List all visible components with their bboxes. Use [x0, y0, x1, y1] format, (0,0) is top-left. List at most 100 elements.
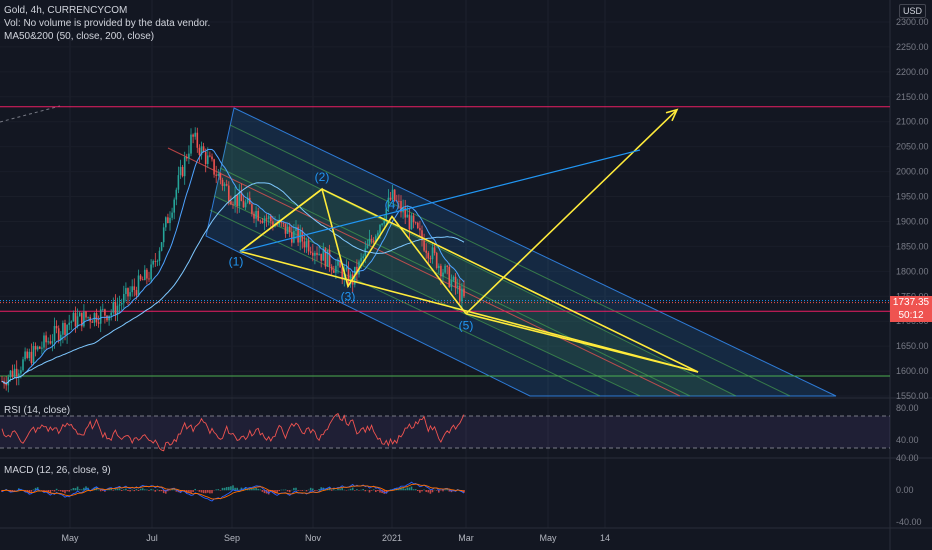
macd-axis: 40.00 0.00 -40.00	[896, 453, 922, 527]
rsi-label[interactable]: RSI (14, close)	[4, 405, 71, 416]
macd-histogram-bar	[30, 490, 33, 492]
macd-histogram-bar	[375, 490, 377, 493]
currency-button[interactable]: USD	[898, 4, 926, 18]
macd-histogram-bar	[64, 490, 66, 494]
macd-histogram-bar	[276, 490, 278, 494]
macd-histogram-bar	[408, 487, 411, 491]
price-candle-body	[66, 324, 68, 335]
macd-histogram-bar	[60, 490, 62, 492]
price-candle-body	[263, 218, 266, 223]
price-candle-body	[253, 213, 255, 219]
price-axis[interactable]: 1550.001600.001650.001700.001750.001800.…	[896, 17, 929, 401]
price-candle-body	[102, 309, 104, 311]
wedge-upper-line	[321, 188, 699, 373]
macd-histogram-bar	[442, 490, 444, 492]
macd-histogram-bar	[165, 490, 167, 494]
price-candle-body	[387, 197, 390, 209]
channel-fib-line	[225, 141, 737, 397]
macd-histogram-bar	[225, 487, 228, 491]
macd-histogram-bar	[339, 489, 341, 491]
rsi-band	[0, 416, 890, 448]
price-candle-body	[291, 232, 293, 243]
price-candle-body	[135, 290, 138, 296]
price-candle-body	[125, 288, 127, 295]
price-candle-body	[396, 200, 398, 202]
price-candle-body	[267, 216, 270, 219]
price-candle-body	[9, 370, 12, 378]
price-candle-body	[202, 146, 205, 152]
price-candle-body	[375, 235, 377, 242]
macd-histogram-bar	[423, 489, 425, 491]
price-candle-body	[251, 204, 253, 214]
macd-histogram-bar	[257, 488, 259, 491]
macd-histogram-bar	[13, 490, 16, 491]
macd-histogram-bar	[267, 490, 270, 495]
wave-label: (3)	[341, 289, 356, 303]
macd-histogram-bar	[280, 489, 283, 491]
macd-histogram-bar	[318, 488, 320, 491]
macd-histogram-bar	[393, 488, 396, 491]
macd-histogram-bar	[217, 489, 220, 491]
price-candle-body	[26, 351, 28, 358]
macd-histogram-bar	[108, 488, 110, 491]
macd-histogram-bar	[379, 490, 381, 493]
macd-histogram-bar	[412, 489, 415, 491]
macd-histogram-bar	[171, 489, 173, 491]
price-candle-body	[337, 260, 339, 266]
macd-histogram-bar	[362, 489, 364, 491]
price-candle-body	[188, 153, 190, 159]
macd-label[interactable]: MACD (12, 26, close, 9)	[4, 465, 111, 476]
price-candle-body	[221, 179, 224, 186]
macd-histogram-bar	[11, 490, 14, 492]
wave-label: (2)	[315, 170, 330, 184]
price-candle-body	[137, 275, 140, 296]
price-candle-body	[156, 261, 159, 262]
price-candle-body	[368, 238, 371, 246]
price-candle-body	[43, 335, 45, 348]
macd-histogram-bar	[333, 489, 335, 491]
macd-histogram-bar	[76, 486, 79, 491]
price-candle-body	[240, 191, 243, 202]
macd-histogram-bar	[125, 488, 127, 491]
time-tick-label: Jul	[146, 533, 158, 543]
price-candle-body	[412, 215, 415, 223]
symbol-title[interactable]: Gold, 4h, CURRENCYCOM	[4, 5, 128, 16]
macd-histogram-bar	[419, 490, 421, 493]
price-candle-body	[215, 174, 217, 176]
price-candle-body	[196, 132, 199, 148]
price-candle-body	[408, 214, 411, 230]
macd-histogram-bar	[207, 490, 209, 493]
price-candle-body	[62, 322, 64, 335]
price-candle-body	[383, 220, 385, 224]
price-candle-body	[179, 166, 182, 176]
macd-histogram-bar	[162, 490, 165, 494]
price-candle-body	[261, 220, 264, 223]
macd-histogram-bar	[435, 490, 438, 491]
price-candle-body	[446, 265, 448, 267]
macd-histogram-bar	[190, 490, 192, 494]
price-candle-body	[177, 175, 180, 190]
macd-histogram-bar	[47, 490, 49, 493]
macd-histogram-bar	[83, 487, 85, 491]
price-candle-body	[228, 185, 230, 202]
ma-indicator-label[interactable]: MA50&200 (50, close, 200, close)	[4, 31, 155, 42]
price-candle-body	[309, 251, 312, 253]
macd-histogram-bar	[429, 490, 432, 494]
price-candle-body	[259, 220, 262, 222]
macd-histogram-bar	[343, 489, 346, 491]
macd-histogram-bar	[200, 490, 203, 493]
macd-histogram-bar	[356, 489, 358, 491]
price-candle-body	[246, 197, 249, 203]
price-candle-body	[421, 230, 423, 241]
macd-tick-label: 0.00	[896, 485, 914, 495]
price-candle-body	[36, 346, 39, 350]
price-candle-body	[234, 195, 236, 205]
macd-histogram-bar	[305, 490, 308, 492]
horizontal-levels	[0, 106, 890, 377]
time-axis[interactable]: May Jul Sep Nov 2021 Mar May 14	[61, 533, 610, 543]
macd-histogram-bar	[307, 489, 310, 491]
macd-histogram-bar	[259, 489, 262, 491]
macd-histogram-bar	[116, 488, 119, 491]
price-candle-body	[162, 227, 165, 243]
